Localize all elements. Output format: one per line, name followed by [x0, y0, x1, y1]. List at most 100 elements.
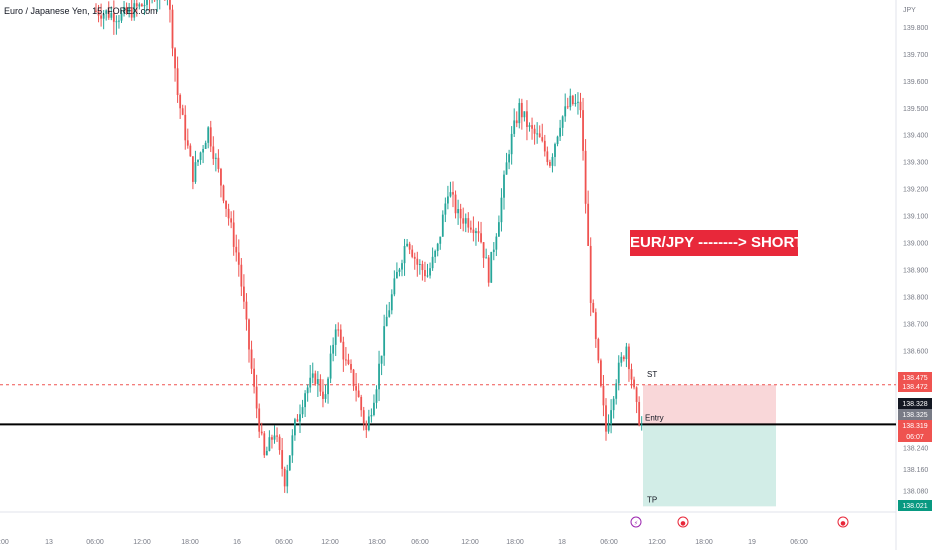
candle-body [192, 156, 194, 182]
candle-body [551, 156, 554, 166]
candle-body [174, 48, 176, 69]
candle-body [367, 416, 370, 431]
candle-body [401, 263, 403, 270]
time-tick-label: 06:00 [600, 539, 618, 546]
candle-body [350, 363, 352, 370]
candle-body [309, 377, 312, 388]
candle-body [587, 203, 590, 246]
price-badge [898, 372, 932, 383]
candle-body [357, 390, 360, 397]
price-tick-label: 138.900 [903, 267, 928, 274]
candle-body [411, 249, 414, 257]
candle-body [286, 470, 289, 487]
candle-body [607, 424, 610, 432]
candle-body [342, 341, 345, 360]
time-tick-label: 18:00 [368, 539, 386, 546]
candle-body [421, 263, 424, 271]
lightning-event-icon [630, 516, 642, 528]
candle-body [531, 125, 533, 129]
price-badge-label: 138.021 [902, 503, 927, 510]
candle-body [138, 4, 141, 7]
candle-body [380, 355, 383, 364]
candle-body [594, 312, 597, 339]
candle-body [518, 102, 521, 124]
candle-body [125, 6, 128, 13]
candle-body [243, 286, 245, 302]
candle-body [316, 379, 319, 384]
candle-body [199, 152, 202, 160]
target-label: TP [647, 495, 657, 504]
candle-body [416, 258, 419, 265]
price-badge-label: 06:07 [906, 434, 924, 441]
time-tick-label: 16 [233, 539, 241, 546]
price-tick-label: 138.600 [903, 348, 928, 355]
candle-body [212, 146, 215, 159]
price-badge-label: 138.328 [902, 401, 927, 408]
candle-body [457, 209, 459, 214]
candle-body [617, 362, 620, 384]
time-tick-label: 12:00 [648, 539, 666, 546]
candle-body [385, 316, 388, 327]
candle-body [271, 437, 273, 440]
candle-body [396, 271, 398, 279]
candle-body [322, 391, 324, 399]
candle-body [500, 197, 503, 223]
candle-body [202, 148, 204, 153]
candle-body [189, 145, 192, 157]
candle-body [579, 101, 582, 111]
candle-body [324, 394, 327, 399]
time-tick-label: 06:00 [275, 539, 293, 546]
candle-body [605, 405, 607, 432]
price-badge [898, 398, 932, 409]
candle-body [268, 437, 271, 451]
candle-body [554, 144, 556, 157]
entry-label: Entry [645, 413, 664, 422]
candle-body [503, 174, 505, 198]
candle-body [227, 208, 230, 219]
candle-body [186, 140, 189, 146]
lightning-event-icon-glyph: ⚡ [634, 520, 638, 527]
candle-body [426, 275, 429, 277]
candle-body [250, 349, 253, 369]
candle-body [513, 120, 516, 134]
candle-body [107, 10, 110, 18]
candle-body [232, 222, 235, 247]
candle-body [533, 128, 536, 134]
candle-body [375, 389, 378, 403]
candle-body [345, 359, 347, 361]
candle-body [362, 410, 365, 424]
candle-body [388, 310, 391, 317]
candle-body [472, 229, 475, 234]
price-tick-label: 138.800 [903, 294, 928, 301]
candle-body [220, 168, 222, 186]
candle-body [403, 246, 406, 264]
candle-body [444, 203, 447, 215]
candle-body [100, 15, 102, 19]
candle-body [276, 435, 278, 437]
candle-body [569, 95, 572, 108]
time-tick-label: 18:00 [506, 539, 524, 546]
candle-body [600, 360, 602, 386]
trade-direction-banner: EUR/JPY --------> SHORT [630, 230, 803, 256]
time-tick-label: 06:00 [86, 539, 104, 546]
candle-body [546, 151, 549, 162]
time-tick-label: 19 [748, 539, 756, 546]
candle-body [549, 161, 551, 166]
price-badge-label: 138.472 [902, 384, 927, 391]
price-tick-label: 139.100 [903, 214, 928, 221]
price-badge-label: 138.319 [902, 423, 927, 430]
candle-body [237, 252, 240, 265]
candle-body [633, 379, 635, 388]
price-tick-label: 138.080 [903, 488, 928, 495]
candle-body [538, 133, 541, 138]
price-tick-label: 139.700 [903, 52, 928, 59]
candle-body [133, 3, 136, 18]
candle-body [118, 20, 120, 22]
candle-body [615, 383, 618, 399]
candle-body [413, 256, 416, 259]
price-tick-label: 139.000 [903, 241, 928, 248]
candle-body [602, 385, 605, 406]
candle-body [299, 414, 301, 422]
